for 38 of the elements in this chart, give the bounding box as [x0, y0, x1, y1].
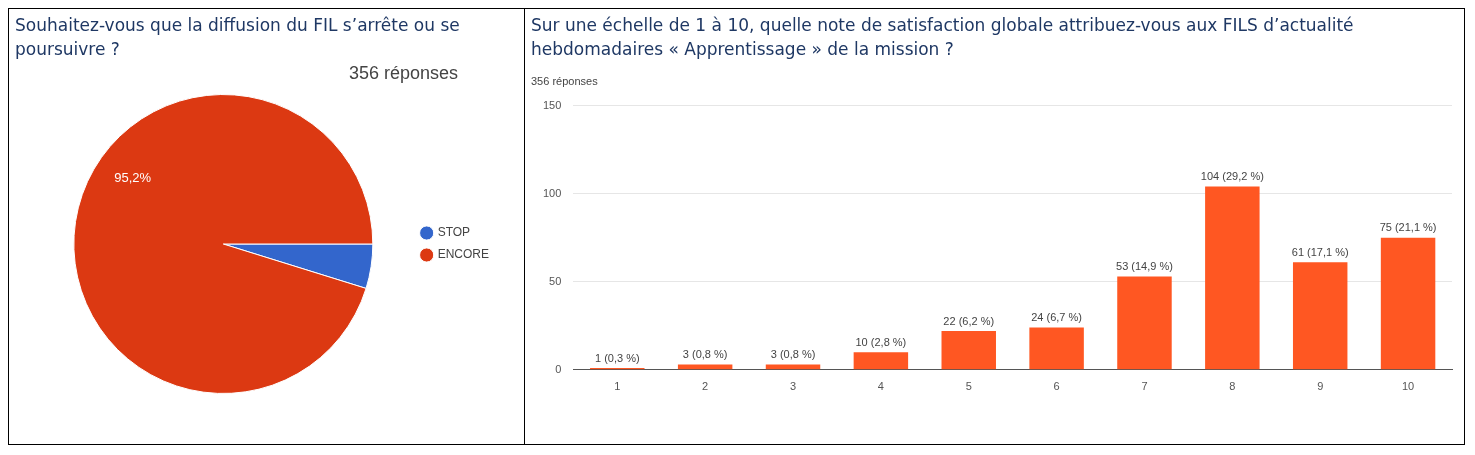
- x-tick-label: 6: [1053, 380, 1060, 393]
- x-tick-label: 5: [965, 380, 972, 393]
- bar: [1117, 276, 1172, 370]
- chart-subtitle: 356 réponses: [531, 75, 599, 87]
- legend-label: ENCORE: [437, 247, 489, 262]
- data-label: 75 (21,1 %): [1379, 221, 1437, 234]
- x-tick-label: 2: [702, 380, 709, 393]
- data-label: 3 (0,8 %): [682, 348, 728, 361]
- data-label: 1 (0,3 %): [594, 351, 640, 364]
- chart-subtitle: 356 réponses: [347, 63, 458, 84]
- bar: [1292, 262, 1348, 370]
- y-tick-label: 0: [555, 362, 562, 375]
- bar: [941, 331, 996, 370]
- data-label: 104 (29,2 %): [1200, 170, 1264, 183]
- data-label: 24 (6,7 %): [1031, 311, 1082, 324]
- data-label: 10 (2,8 %): [855, 335, 907, 348]
- bar: [1380, 237, 1436, 370]
- x-tick-label: 3: [789, 380, 797, 393]
- x-tick-label: 9: [1317, 380, 1324, 393]
- data-label: 61 (17,1 %): [1291, 245, 1349, 258]
- x-tick-label: 4: [877, 380, 884, 393]
- bar: [1029, 327, 1084, 370]
- x-tick-label: 7: [1141, 380, 1148, 393]
- x-tick-label: 8: [1229, 380, 1236, 393]
- y-tick-label: 50: [549, 274, 562, 287]
- chart-title: Souhaitez-vous que la diffusion du FIL s’arrête ou se poursuivre ?: [15, 14, 461, 61]
- y-tick-label: 100: [542, 186, 562, 199]
- legend-label: STOP: [437, 225, 471, 240]
- y-tick-label: 150: [542, 98, 562, 111]
- bar: [1205, 186, 1260, 370]
- x-tick-label: 1: [614, 380, 621, 393]
- x-tick-label: 10: [1401, 380, 1415, 393]
- data-label: 53 (14,9 %): [1116, 259, 1173, 272]
- data-label: 3 (0,8 %): [770, 348, 816, 361]
- bar: [853, 352, 909, 370]
- data-label: 95,2%: [114, 169, 152, 185]
- chart-title: Sur une échelle de 1 à 10, quelle note de satisfaction globale attribuez-vous aux FILS d’actualité hebdomadaires « Apprentissage » de la mission ?: [531, 14, 1355, 61]
- data-label: 22 (6,2 %): [943, 314, 995, 327]
